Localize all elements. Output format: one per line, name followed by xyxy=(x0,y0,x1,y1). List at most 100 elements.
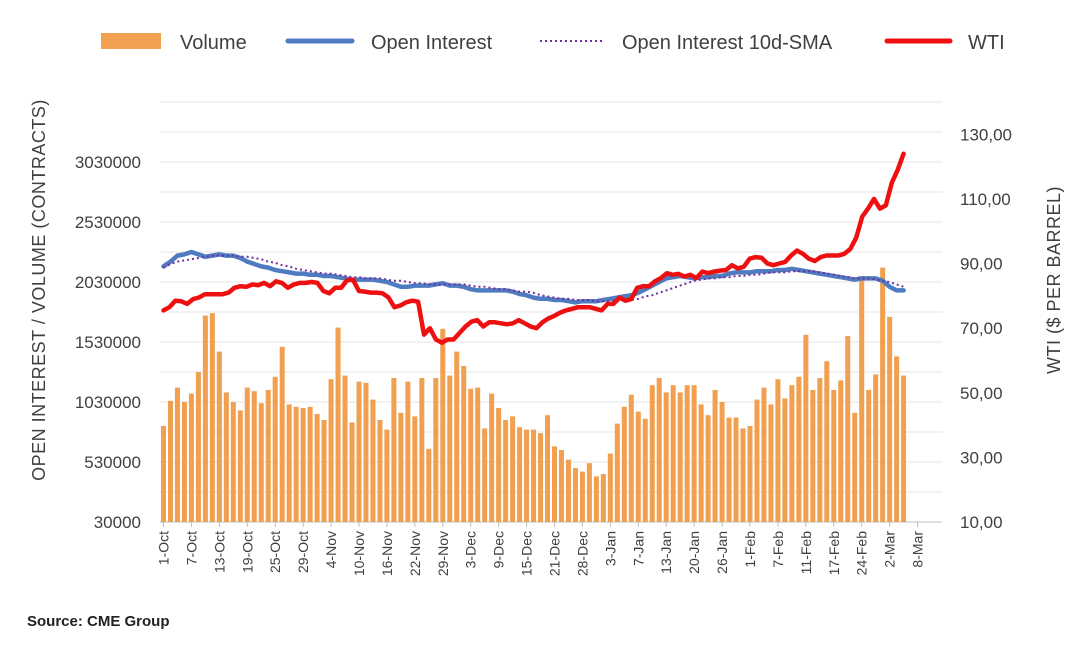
volume-bar xyxy=(579,471,585,522)
x-tick-label: 19-Oct xyxy=(239,531,255,573)
volume-bar xyxy=(887,316,893,522)
source-note: Source: CME Group xyxy=(27,613,170,630)
y-right-tick-label: 110,00 xyxy=(960,190,1011,209)
volume-bar xyxy=(544,415,551,522)
volume-bar xyxy=(796,376,802,522)
volume-bar xyxy=(160,426,167,522)
volume-bar xyxy=(279,346,285,522)
volume-bar xyxy=(188,393,194,522)
volume-bar xyxy=(852,412,858,522)
volume-bar xyxy=(747,426,753,522)
x-tick-label: 26-Jan xyxy=(714,531,730,574)
volume-bar xyxy=(531,429,537,522)
volume-bar xyxy=(468,388,474,522)
volume-bar xyxy=(244,387,250,522)
y-right-tick-label: 30,00 xyxy=(960,448,1003,467)
volume-bar xyxy=(377,420,383,522)
y-axis-left-title: OPEN INTEREST / VOLUME (CONTRACTS) xyxy=(29,99,49,481)
volume-bar xyxy=(209,313,215,522)
volume-bar xyxy=(258,403,264,522)
volume-bar xyxy=(635,411,641,522)
volume-bar xyxy=(621,406,627,522)
volume-bar xyxy=(845,336,851,522)
volume-bar xyxy=(510,416,516,522)
volume-bar xyxy=(461,366,467,522)
volume-bar xyxy=(307,406,313,522)
x-tick-label: 29-Nov xyxy=(435,531,451,576)
volume-bar xyxy=(712,390,718,522)
volume-bar xyxy=(656,378,662,522)
volume-bar xyxy=(607,453,613,522)
volume-bar xyxy=(705,415,711,522)
volume-bar xyxy=(167,400,173,522)
volume-bar xyxy=(670,385,676,522)
volume-bar xyxy=(433,378,439,522)
volume-bar xyxy=(614,423,620,522)
volume-bar xyxy=(440,328,446,522)
volume-bar xyxy=(866,390,872,522)
y-left-tick-label: 1030000 xyxy=(75,393,141,412)
x-tick-label: 7-Feb xyxy=(770,531,786,568)
volume-bar xyxy=(405,381,411,522)
volume-bar xyxy=(754,399,760,522)
volume-bar xyxy=(663,392,669,522)
open-interest-sma-line xyxy=(163,254,904,303)
volume-bar xyxy=(628,394,634,522)
volume-bar xyxy=(265,390,271,522)
volume-bar xyxy=(314,414,320,522)
x-tick-label: 25-Oct xyxy=(267,531,283,573)
volume-bar xyxy=(349,422,355,522)
volume-bar xyxy=(775,379,781,522)
y-right-tick-label: 50,00 xyxy=(960,384,1003,403)
volume-bar xyxy=(782,398,788,522)
open-interest-line xyxy=(161,249,906,305)
volume-bar xyxy=(202,315,208,522)
y-right-tick-label: 70,00 xyxy=(960,319,1003,338)
volume-bar xyxy=(391,378,397,522)
x-tick-label: 22-Nov xyxy=(407,531,423,576)
x-tick-label: 24-Feb xyxy=(854,531,870,576)
x-tick-label: 13-Jan xyxy=(658,531,674,574)
volume-bar xyxy=(517,427,523,522)
x-tick-label: 10-Nov xyxy=(351,531,367,576)
volume-bar xyxy=(572,468,578,522)
volume-bar xyxy=(286,404,292,522)
volume-bar xyxy=(565,459,571,522)
x-tick-label: 7-Jan xyxy=(630,531,646,566)
volume-bar xyxy=(586,463,592,522)
x-tick-label: 8-Mar xyxy=(910,531,926,568)
volume-bar xyxy=(538,433,544,522)
x-tick-label: 20-Jan xyxy=(686,531,702,574)
volume-bar xyxy=(419,378,425,522)
x-tick-label: 1-Oct xyxy=(155,531,171,565)
volume-bar xyxy=(370,399,376,522)
volume-bar xyxy=(321,420,327,522)
volume-bar xyxy=(272,376,278,522)
legend-label-wti: WTI xyxy=(968,32,1005,54)
volume-bar xyxy=(873,374,879,522)
volume-bar xyxy=(761,387,767,522)
x-tick-label: 15-Dec xyxy=(519,531,535,576)
volume-bar xyxy=(398,412,404,522)
volume-bar xyxy=(342,375,348,522)
legend-label-sma: Open Interest 10d-SMA xyxy=(622,32,833,54)
volume-bar xyxy=(768,404,774,522)
volume-bar xyxy=(524,429,530,522)
x-tick-label: 29-Oct xyxy=(295,531,311,573)
volume-bar xyxy=(831,390,837,522)
volume-bar xyxy=(593,476,599,522)
volume-bar xyxy=(677,392,683,522)
y-axis-left-ticks: 3030000 2530000 2030000 1530000 1030000 53000… xyxy=(75,153,141,532)
volume-bar xyxy=(817,378,823,522)
volume-bar xyxy=(649,385,655,522)
x-tick-label: 21-Dec xyxy=(546,531,562,576)
volume-bar xyxy=(293,406,299,522)
volume-bar xyxy=(600,474,606,522)
y-right-tick-label: 130,00 xyxy=(960,125,1012,144)
volume-bar xyxy=(733,417,739,522)
y-left-tick-label: 2030000 xyxy=(75,273,141,292)
volume-bar xyxy=(789,385,795,522)
x-tick-label: 1-Feb xyxy=(742,531,758,568)
volume-bar xyxy=(251,391,257,522)
x-tick-label: 9-Dec xyxy=(491,531,507,568)
